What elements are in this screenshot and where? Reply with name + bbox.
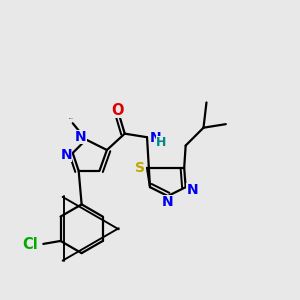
Text: H: H bbox=[156, 136, 166, 149]
Text: N: N bbox=[60, 148, 72, 162]
Text: N: N bbox=[150, 131, 162, 145]
Text: N: N bbox=[186, 182, 198, 197]
Text: O: O bbox=[111, 103, 123, 118]
Text: methyl: methyl bbox=[69, 118, 74, 119]
Text: Cl: Cl bbox=[22, 237, 38, 252]
Text: N: N bbox=[75, 130, 87, 144]
Text: S: S bbox=[135, 161, 145, 175]
Text: N: N bbox=[162, 195, 174, 209]
